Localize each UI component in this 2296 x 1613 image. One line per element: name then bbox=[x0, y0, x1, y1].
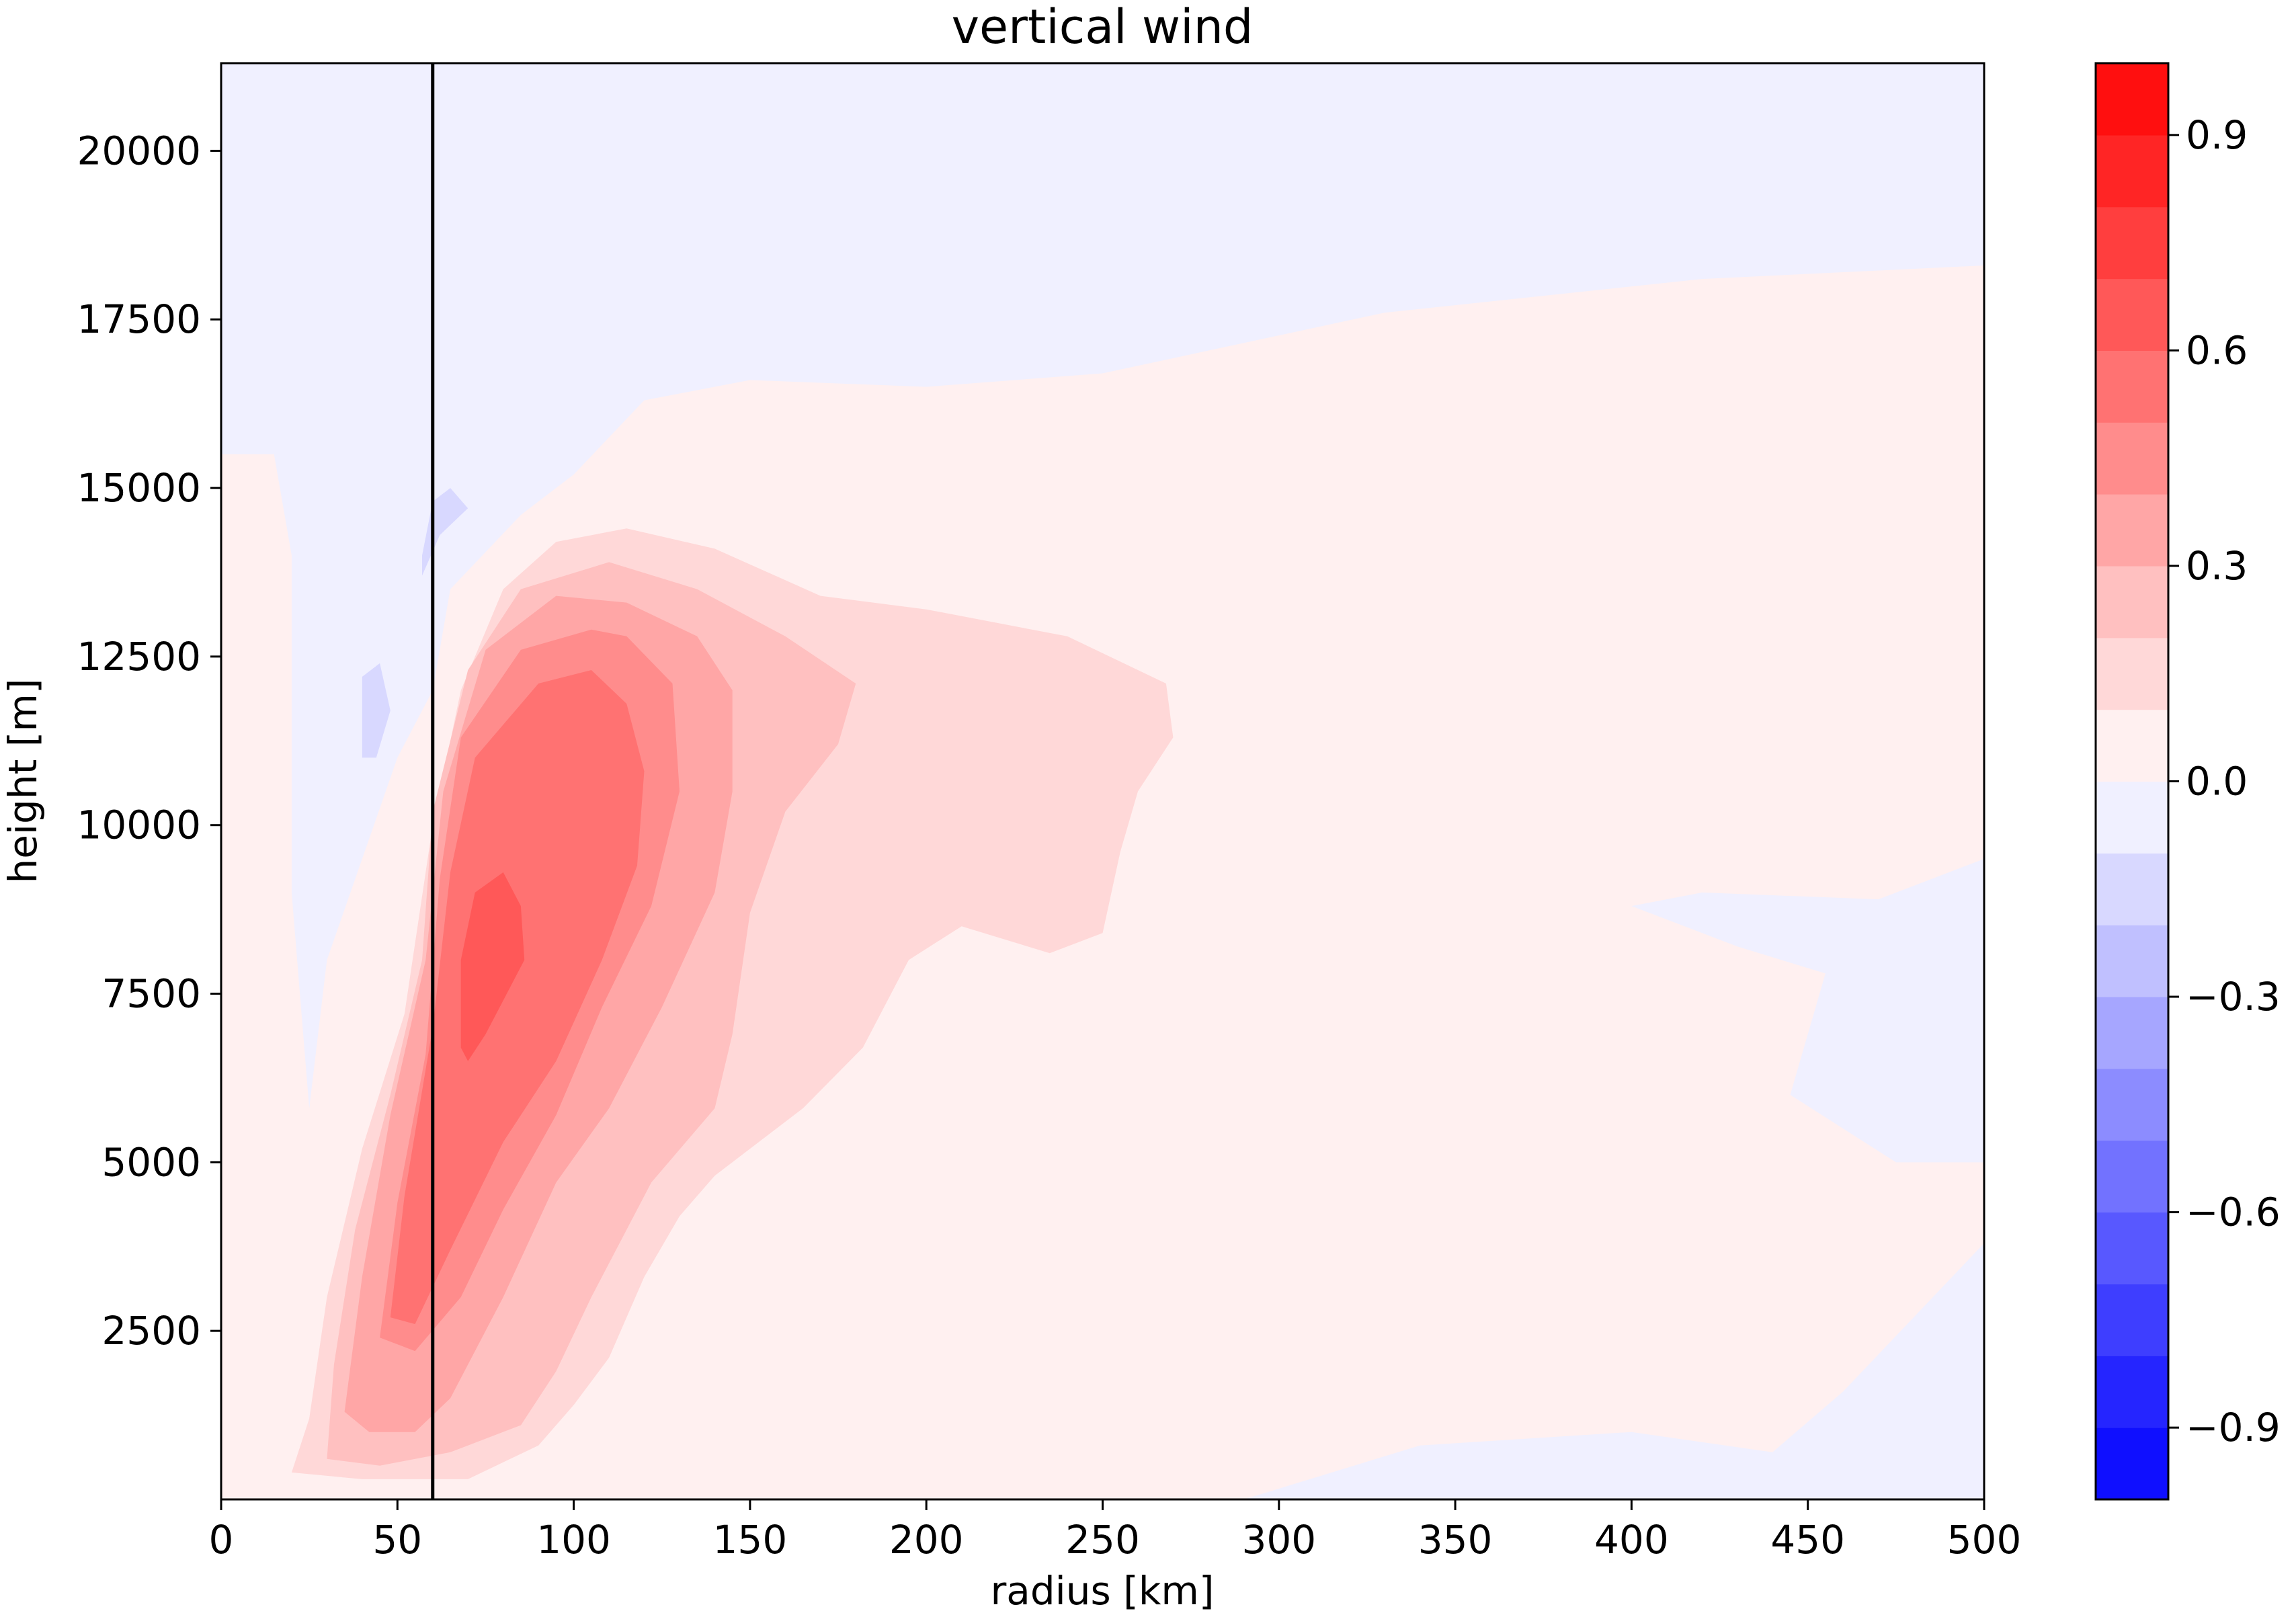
y-tick-label: 17500 bbox=[77, 296, 201, 342]
contour-fills bbox=[221, 63, 1984, 1499]
x-tick-label: 0 bbox=[209, 1517, 234, 1563]
colorbar-band bbox=[2096, 134, 2168, 208]
colorbar-band bbox=[2096, 925, 2168, 997]
contour-region-small-downdraft-cell-2 bbox=[362, 663, 391, 758]
chart-title: vertical wind bbox=[952, 0, 1254, 54]
contour-region-outer-mid-downdraft bbox=[1631, 858, 1984, 1163]
y-tick-label: 12500 bbox=[77, 634, 201, 679]
y-tick-label: 10000 bbox=[77, 802, 201, 848]
colorbar-band bbox=[2096, 781, 2168, 854]
x-tick-label: 150 bbox=[713, 1517, 788, 1563]
colorbar-band bbox=[2096, 206, 2168, 280]
colorbar-tick-label: 0.3 bbox=[2186, 543, 2248, 589]
x-axis-label: radius [km] bbox=[990, 1568, 1214, 1613]
colorbar-tick-label: −0.3 bbox=[2186, 974, 2281, 1020]
x-tick-label: 350 bbox=[1418, 1517, 1493, 1563]
colorbar-band bbox=[2096, 709, 2168, 782]
colorbar-band bbox=[2096, 997, 2168, 1069]
colorbar-band bbox=[2096, 1284, 2168, 1356]
x-tick-label: 50 bbox=[372, 1517, 422, 1563]
y-tick-label: 20000 bbox=[77, 128, 201, 173]
contour-region-updraft-0.5 bbox=[390, 670, 645, 1325]
colorbar-band bbox=[2096, 1356, 2168, 1428]
colorbar-band bbox=[2096, 1428, 2168, 1500]
x-tick-label: 500 bbox=[1947, 1517, 2022, 1563]
contour-region-upper-updraft-band bbox=[1649, 433, 1984, 522]
colorbar-tick-label: 0.0 bbox=[2186, 759, 2248, 804]
colorbar-tick-label: 0.9 bbox=[2186, 112, 2248, 158]
x-tick-label: 100 bbox=[536, 1517, 611, 1563]
colorbar-band bbox=[2096, 1212, 2168, 1285]
colorbar-tick-label: 0.6 bbox=[2186, 327, 2248, 373]
x-tick-label: 450 bbox=[1770, 1517, 1845, 1563]
y-tick-label: 15000 bbox=[77, 465, 201, 511]
colorbar-band bbox=[2096, 1068, 2168, 1141]
colorbar-band bbox=[2096, 63, 2168, 136]
colorbar: −0.9 −0.6 −0.3 0.0 0.3 0.6 0.9 bbox=[2094, 62, 2281, 1501]
colorbar-band bbox=[2096, 853, 2168, 925]
y-axis-label: height [m] bbox=[0, 678, 46, 883]
colorbar-tick-label: −0.6 bbox=[2186, 1190, 2281, 1235]
x-tick-label: 400 bbox=[1594, 1517, 1669, 1563]
x-tick-label: 300 bbox=[1241, 1517, 1316, 1563]
colorbar-band bbox=[2096, 1140, 2168, 1213]
plot-area bbox=[220, 62, 1985, 1501]
colorbar-band bbox=[2096, 278, 2168, 351]
x-tick-label: 250 bbox=[1065, 1517, 1140, 1563]
contour-region-surface-downdraft bbox=[1243, 1243, 1984, 1499]
y-axis: 2500 5000 7500 10000 12500 15000 17500 20000 bbox=[77, 128, 221, 1354]
colorbar-tick-label: −0.9 bbox=[2186, 1405, 2281, 1450]
y-tick-label: 2500 bbox=[101, 1308, 201, 1354]
colorbar-band bbox=[2096, 494, 2168, 567]
y-tick-label: 7500 bbox=[101, 971, 201, 1017]
contour-region-updraft-0.6 bbox=[460, 872, 525, 1061]
y-tick-label: 5000 bbox=[101, 1139, 201, 1185]
x-axis: 0 50 100 150 200 250 300 350 400 450 500 bbox=[209, 1499, 2022, 1563]
x-tick-label: 200 bbox=[889, 1517, 964, 1563]
colorbar-band bbox=[2096, 565, 2168, 638]
colorbar-band bbox=[2096, 422, 2168, 495]
colorbar-band bbox=[2096, 350, 2168, 423]
contour-region-upper-weak-downdraft bbox=[221, 63, 1984, 1109]
colorbar-band bbox=[2096, 637, 2168, 710]
